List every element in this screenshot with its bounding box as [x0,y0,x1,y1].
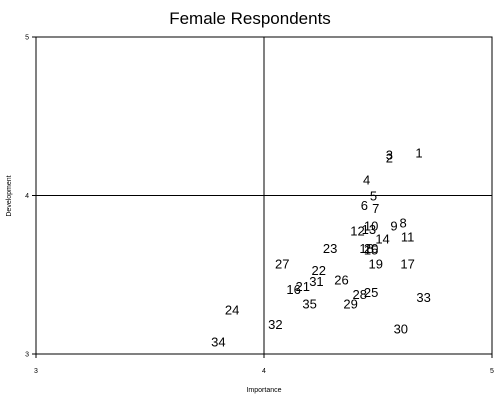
data-point-label: 23 [323,241,337,256]
data-point-label: 20 [364,241,378,256]
data-point-label: 15 [364,242,378,257]
data-point-label: 17 [400,257,414,272]
data-point-label: 34 [211,334,225,349]
data-point-label: 24 [225,303,239,318]
data-point-label: 10 [364,219,378,234]
data-point-label: 25 [364,285,378,300]
x-tick-label: 3 [34,368,38,375]
x-tick-label: 5 [490,368,494,375]
y-tick-label: 4 [25,193,29,200]
data-point-label: 19 [368,257,382,272]
data-point-label: 28 [353,287,367,302]
data-point-label: 18 [359,241,373,256]
data-point-label: 21 [296,279,310,294]
data-point-label: 29 [343,296,357,311]
x-axis-label: Importance [246,387,281,394]
data-point-label: 3 [386,147,393,162]
data-point-label: 11 [401,230,415,245]
data-point-label: 26 [334,273,348,288]
data-point-label: 14 [375,231,389,246]
chart-title: Female Respondents [169,9,331,28]
y-tick-label: 5 [25,35,29,42]
data-point-label: 16 [286,282,300,297]
data-point-label: 33 [416,290,430,305]
data-point-label: 9 [390,219,397,234]
data-point-label: 32 [268,317,282,332]
data-point-label: 8 [399,215,406,230]
data-point-label: 13 [362,222,376,237]
data-point-label: 22 [311,263,325,278]
data-point-label: 6 [361,198,368,213]
data-point-label: 35 [302,296,316,311]
y-tick-label: 3 [25,352,29,359]
data-point-label: 2 [386,150,393,165]
data-point-label: 4 [363,173,370,188]
x-axis: 3 4 5 [34,354,494,375]
data-point-label: 27 [275,257,289,272]
data-point-label: 31 [309,274,323,289]
data-point-label: 12 [350,223,364,238]
y-axis-label: Development [6,175,13,216]
data-point-label: 30 [394,322,408,337]
data-point-label: 5 [370,189,377,204]
data-point-label: 1 [415,146,422,161]
y-axis: 3 4 5 [25,35,36,359]
x-tick-label: 4 [262,368,266,375]
data-point-label: 7 [372,201,379,216]
